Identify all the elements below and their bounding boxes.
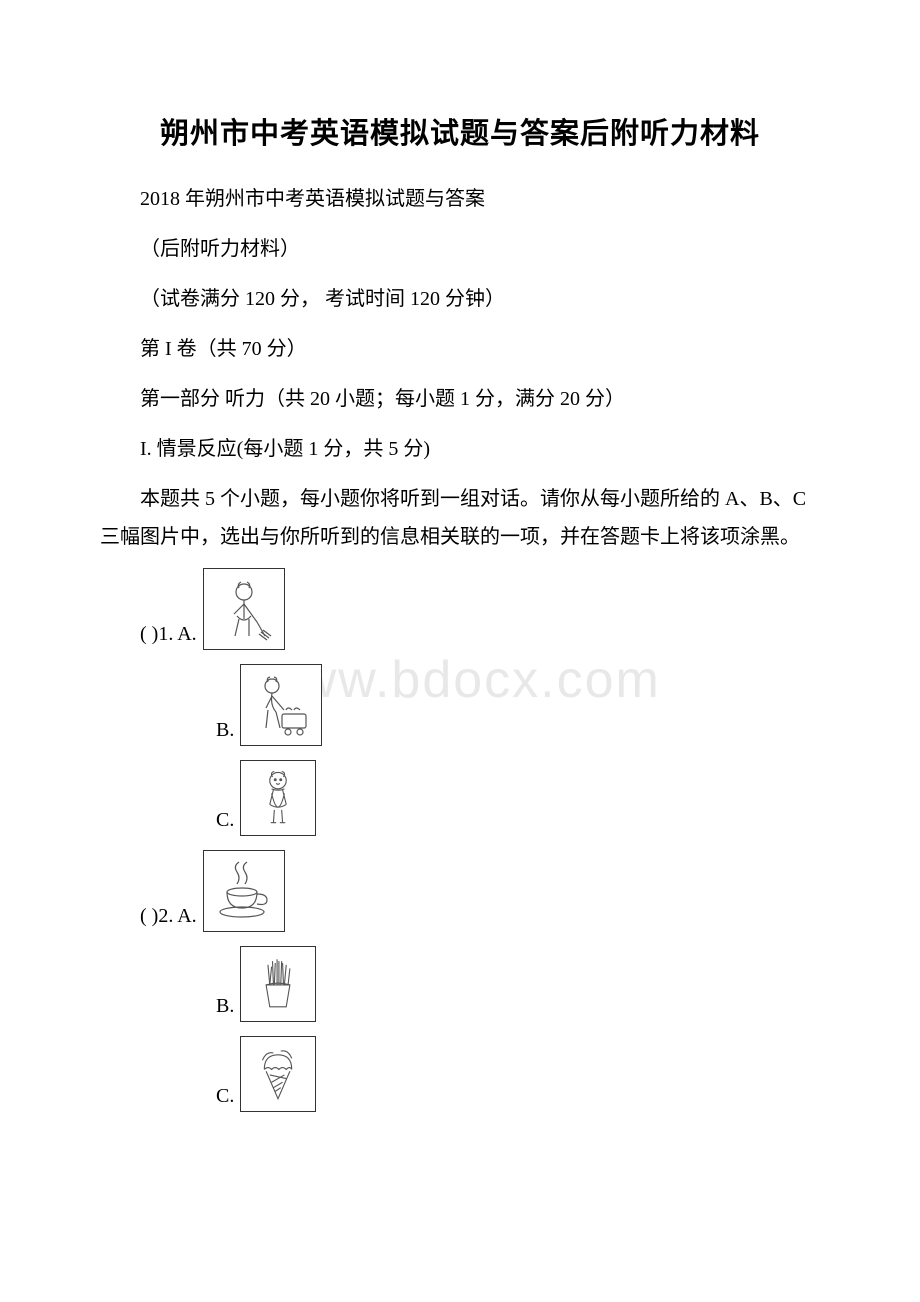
line-note: （后附听力材料） — [100, 230, 820, 268]
girl-sweeping-icon — [209, 574, 279, 644]
page-title: 朔州市中考英语模拟试题与答案后附听力材料 — [100, 110, 820, 152]
q1-option-a-row: ( )1. A. — [100, 568, 820, 650]
line-year: 2018 年朔州市中考英语模拟试题与答案 — [100, 180, 820, 218]
french-fries-icon — [246, 952, 310, 1016]
q1-image-c — [240, 760, 316, 836]
line-part1: 第 I 卷（共 70 分） — [100, 330, 820, 368]
document-content: 朔州市中考英语模拟试题与答案后附听力材料 2018 年朔州市中考英语模拟试题与答… — [100, 110, 820, 1112]
q1-option-c-row: C. — [100, 760, 820, 836]
coffee-cup-icon — [209, 856, 279, 926]
q2-b-label: B. — [132, 995, 234, 1022]
q1-prefix: ( )1. A. — [100, 623, 197, 650]
line-section1: I. 情景反应(每小题 1 分，共 5 分) — [100, 430, 820, 468]
line-score: （试卷满分 120 分， 考试时间 120 分钟） — [100, 280, 820, 318]
q2-option-a-row: ( )2. A. — [100, 850, 820, 932]
q2-option-b-row: B. — [100, 946, 820, 1022]
q1-c-label: C. — [132, 809, 234, 836]
girl-standing-icon — [246, 766, 310, 830]
q2-option-c-row: C. — [100, 1036, 820, 1112]
q2-image-c — [240, 1036, 316, 1112]
q1-image-a — [203, 568, 285, 650]
q1-option-b-row: B. — [100, 664, 820, 746]
q1-image-b — [240, 664, 322, 746]
q2-image-b — [240, 946, 316, 1022]
q2-c-label: C. — [132, 1085, 234, 1112]
q2-image-a — [203, 850, 285, 932]
line-listening: 第一部分 听力（共 20 小题；每小题 1 分，满分 20 分） — [100, 380, 820, 418]
q1-b-label: B. — [132, 719, 234, 746]
line-instructions: 本题共 5 个小题，每小题你将听到一组对话。请你从每小题所给的 A、B、C 三幅… — [100, 480, 820, 556]
girl-washing-icon — [246, 670, 316, 740]
ice-cream-icon — [246, 1042, 310, 1106]
q2-prefix: ( )2. A. — [100, 905, 197, 932]
